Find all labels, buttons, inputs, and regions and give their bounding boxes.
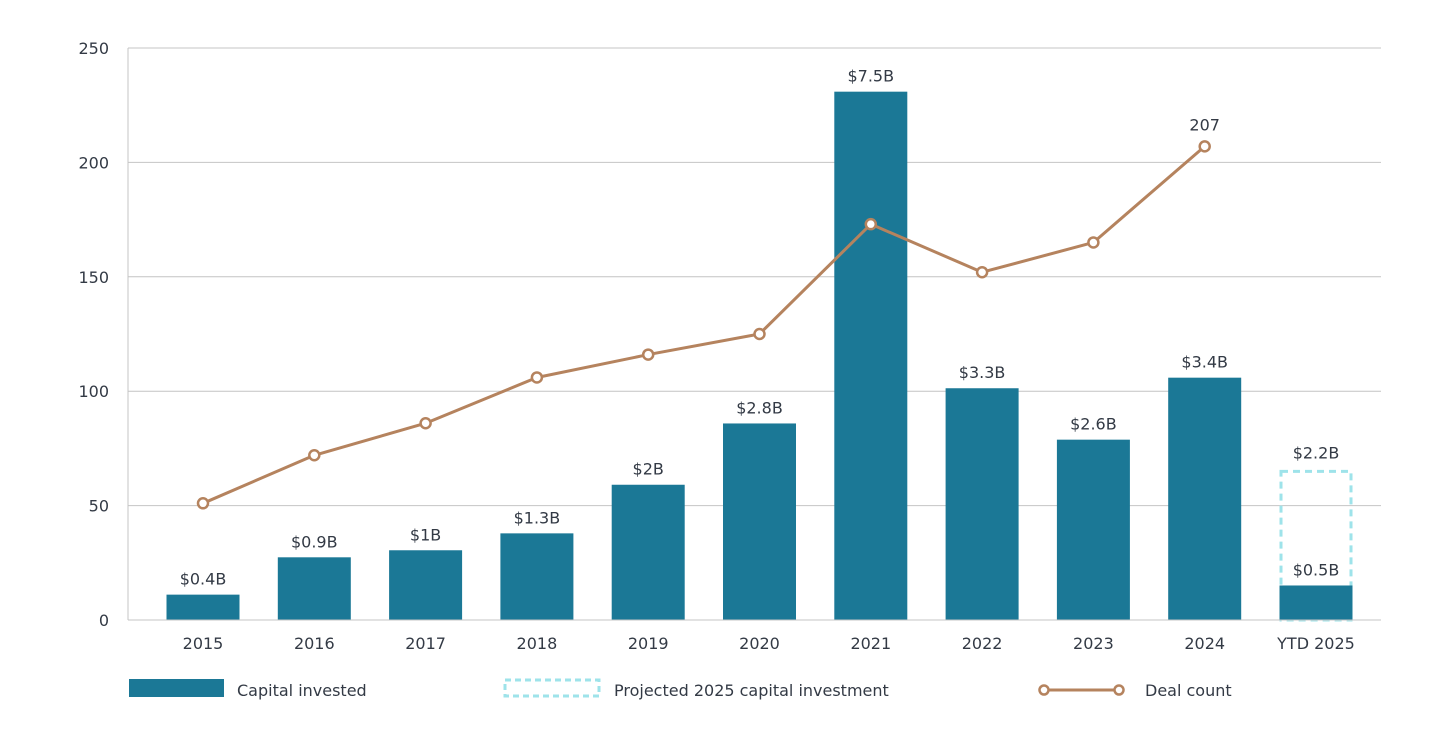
capital-bar (723, 423, 796, 620)
x-tick-label: 2023 (1073, 634, 1114, 653)
legend: Capital invested Projected 2025 capital … (129, 678, 1232, 700)
y-tick-label: 0 (99, 611, 109, 630)
capital-bar-label: $2B (633, 460, 664, 479)
x-tick-label: 2022 (962, 634, 1003, 653)
legend-swatch-projected (503, 678, 601, 698)
deal-count-line (196, 140, 1211, 510)
x-tick-label: 2015 (183, 634, 224, 653)
capital-bar-label: $3.4B (1181, 353, 1228, 372)
y-tick-label: 150 (78, 268, 109, 287)
capital-bar-label: $0.9B (291, 532, 338, 551)
legend-item-capital-invested[interactable]: Capital invested (129, 679, 367, 700)
capital-bar (389, 550, 463, 620)
capital-bar-label: $2.8B (736, 398, 783, 417)
x-tick-label: 2020 (739, 634, 780, 653)
legend-item-deal-count[interactable]: Deal count (1038, 681, 1232, 700)
legend-item-projected[interactable]: Projected 2025 capital investment (503, 678, 889, 700)
projected-bar-label: $2.2B (1293, 443, 1340, 462)
deal-count-point (308, 449, 321, 462)
deal-count-label: 207 (1189, 115, 1220, 134)
capital-bar (945, 388, 1019, 620)
deal-count-point (753, 327, 766, 341)
legend-label-deals: Deal count (1145, 681, 1232, 700)
deal-count-point (530, 371, 544, 384)
capital-bar (1279, 585, 1353, 620)
deal-count-point (1198, 140, 1211, 153)
axes (127, 48, 1381, 621)
x-tick-label: 2024 (1184, 634, 1225, 653)
capital-bar-label: $7.5B (847, 67, 894, 86)
deal-count-point (641, 348, 655, 361)
capital-bar (166, 594, 240, 620)
capital-bar (1168, 377, 1242, 620)
capital-bar (500, 533, 574, 620)
capital-bar-label: $1B (410, 525, 441, 544)
deal-count-point (419, 416, 432, 430)
data-labels: $2.2B $0.4B $0.9B $1B $1.3B $2B $2.8B $7.5B $3.3… (180, 67, 1340, 589)
capital-bar (277, 557, 351, 620)
capital-bar (834, 91, 908, 621)
legend-swatch-capital (129, 679, 224, 697)
x-tick-label: 2021 (850, 634, 891, 653)
deal-count-point (975, 265, 989, 279)
capital-bar-label: $1.3B (514, 508, 561, 527)
x-tick-label: 2019 (628, 634, 669, 653)
capital-bar (1056, 439, 1130, 620)
capital-bar-label: $2.6B (1070, 415, 1117, 434)
x-tick-label: 2016 (294, 634, 335, 653)
x-tick-label: 2017 (405, 634, 446, 653)
legend-label-projected: Projected 2025 capital investment (614, 681, 889, 700)
y-tick-label: 100 (78, 382, 109, 401)
capital-bar-label: $0.5B (1293, 560, 1340, 579)
bars (166, 91, 1353, 622)
legend-marker-right (1113, 684, 1125, 696)
y-tick-label: 200 (78, 153, 109, 172)
legend-label-capital: Capital invested (237, 681, 367, 700)
x-axis-ticks: 2015 2016 2017 2018 2019 2020 2021 2022 2023 2024… (183, 634, 1355, 653)
x-tick-label: 2018 (517, 634, 558, 653)
y-tick-label: 50 (89, 497, 109, 516)
capital-bar-label: $3.3B (959, 363, 1006, 382)
deal-count-point (864, 217, 878, 231)
x-tick-label: YTD 2025 (1276, 634, 1355, 653)
capital-bar (611, 484, 685, 620)
deal-count-polyline (202, 145, 1206, 505)
capital-bar-label: $0.4B (180, 570, 227, 589)
deal-count-point (1087, 236, 1100, 249)
y-tick-label: 250 (78, 39, 109, 58)
legend-marker-left (1038, 684, 1050, 696)
y-axis-ticks: 0 50 100 150 200 250 (78, 39, 109, 630)
deal-count-point (196, 497, 210, 510)
